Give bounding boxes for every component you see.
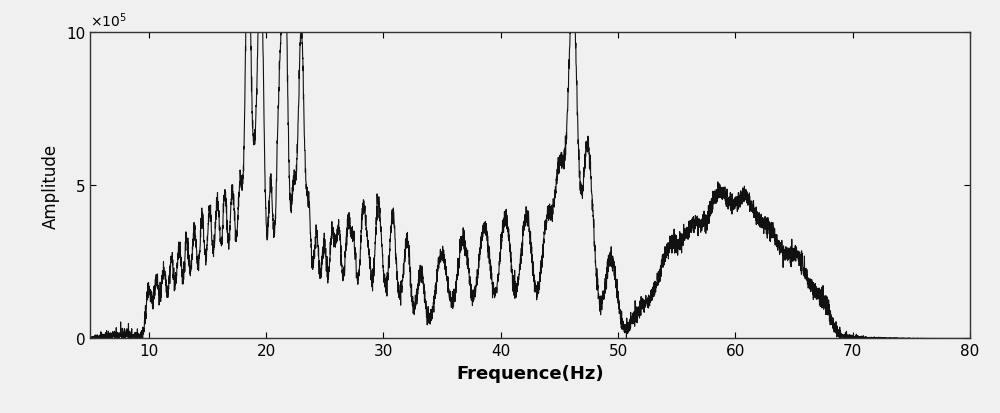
X-axis label: Frequence(Hz): Frequence(Hz) [456,364,604,382]
Text: $\times10^5$: $\times10^5$ [90,12,127,30]
Y-axis label: Amplitude: Amplitude [42,143,60,228]
